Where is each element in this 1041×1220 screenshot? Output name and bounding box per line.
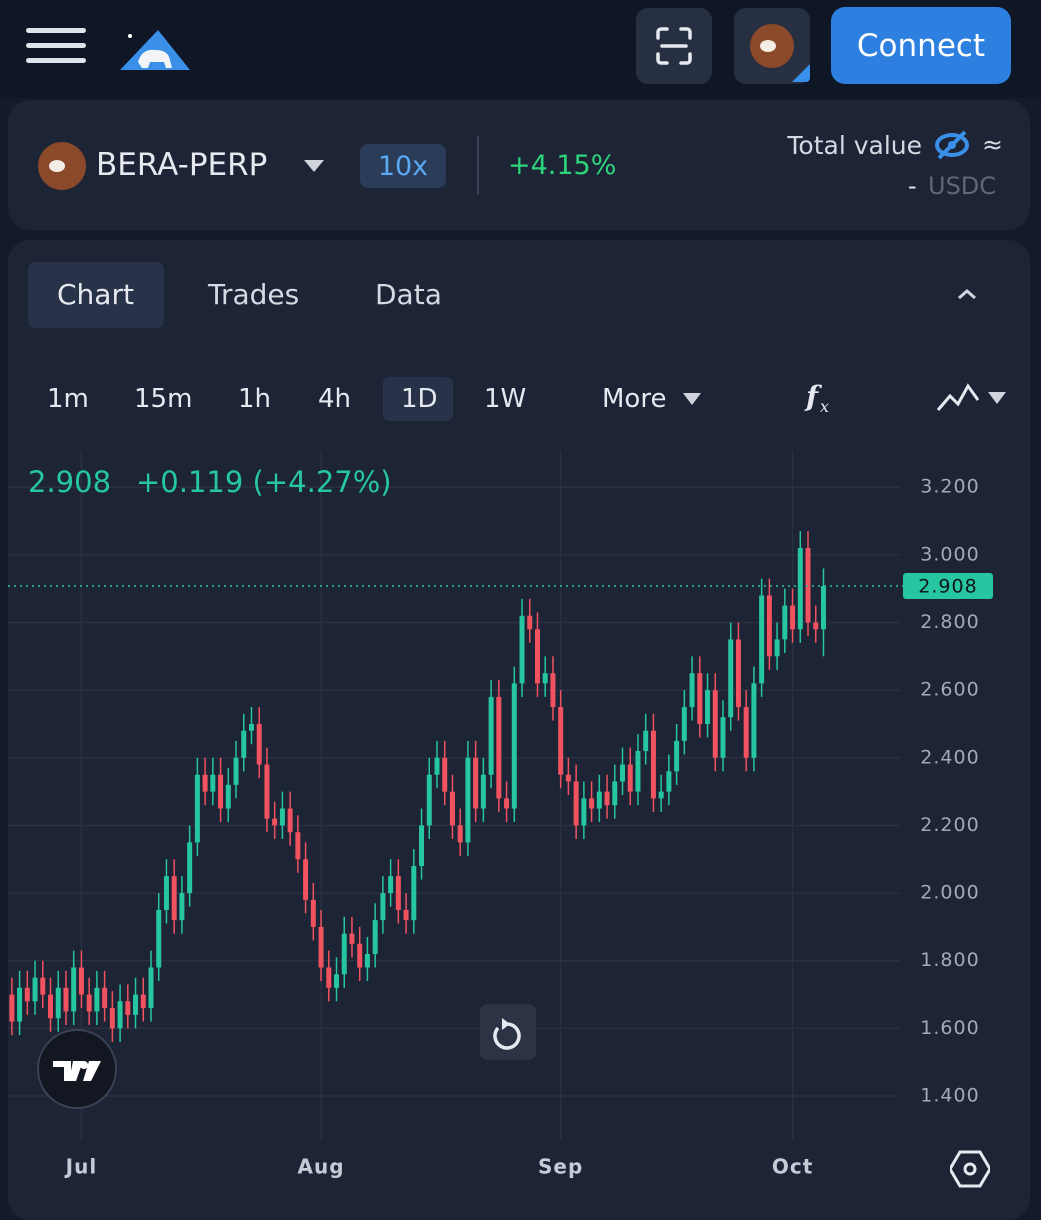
coin-icon [38,142,86,190]
divider [477,136,479,194]
total-unit: USDC [928,172,997,200]
interval[interactable]: 15m [134,384,193,414]
interval-active [383,377,453,421]
account-button[interactable] [734,8,810,84]
chart-card: Chart Trades Data 1m 15m 1h 4h 1D 1W Mor… [8,240,1030,1220]
market-card: BERA-PERP 10x +4.15% Total value ≈ - USD… [8,100,1030,230]
collapse-icon[interactable] [957,288,977,300]
tab[interactable]: Chart [57,278,134,311]
interval[interactable]: 4h [318,384,352,414]
more-arrow[interactable] [682,392,702,406]
market-symbol[interactable]: BERA-PERP [96,147,268,183]
reset-button[interactable] [480,1004,536,1060]
total-value: - [908,172,917,200]
chart-style[interactable] [936,380,1016,414]
interval-more[interactable]: More [602,384,667,414]
scan-button[interactable] [636,8,712,84]
settings-icon[interactable] [950,1150,990,1188]
leverage: 10x [377,151,429,182]
tradingview-logo[interactable] [37,1029,117,1109]
total-label: Total value [787,131,922,160]
dropdown-arrow[interactable] [303,158,325,174]
connect-label: Connect [856,28,986,64]
leverage-badge[interactable]: 10x [360,144,446,188]
hide-icon[interactable] [934,130,970,160]
logo[interactable] [118,26,192,72]
interval[interactable]: 1D [401,384,438,414]
menu-icon[interactable] [26,26,88,66]
interval[interactable]: 1h [238,384,272,414]
connect-button[interactable]: Connect [831,7,1011,84]
header: Connect [0,0,1041,98]
interval[interactable]: 1W [484,384,527,414]
svg-text:x: x [820,397,829,416]
approx: ≈ [982,130,1003,159]
tab-active [28,262,164,328]
tab[interactable]: Data [375,278,442,311]
price-change: +4.15% [508,150,617,181]
interval[interactable]: 1m [47,384,89,414]
tab[interactable]: Trades [208,278,300,311]
